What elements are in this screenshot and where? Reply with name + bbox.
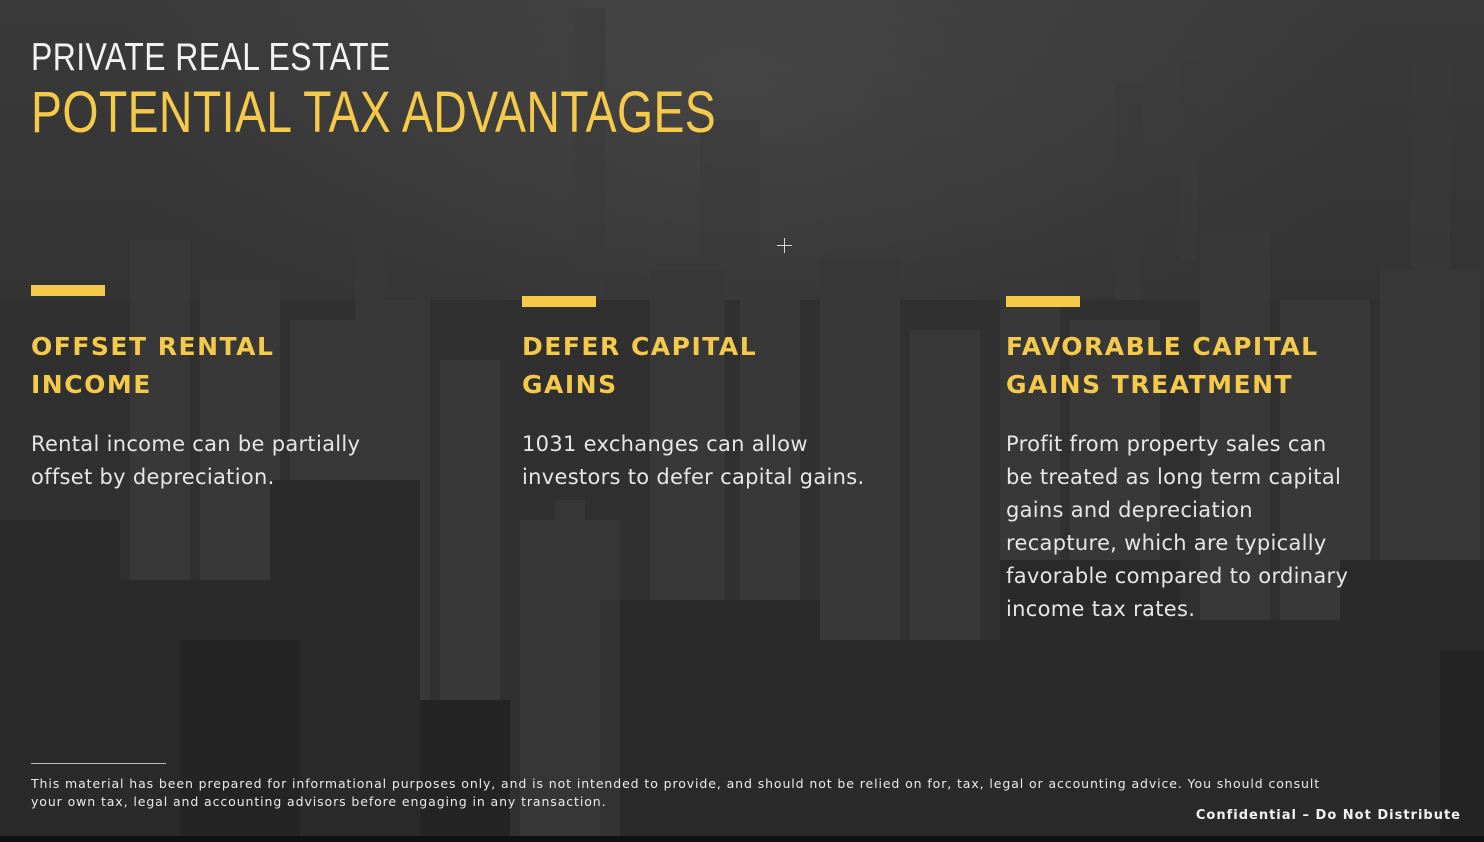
page-title: POTENTIAL TAX ADVANTAGES <box>31 80 717 145</box>
heading-offset-rental-income: OFFSET RENTAL INCOME <box>31 328 274 404</box>
disclaimer-line: This material has been prepared for info… <box>31 776 1320 791</box>
heading-line: DEFER CAPITAL <box>522 332 758 361</box>
heading-line: INCOME <box>31 370 152 399</box>
body-line: favorable compared to ordinary <box>1006 564 1349 588</box>
accent-bar-favorable-capital <box>1006 296 1080 307</box>
heading-favorable-capital-gains: FAVORABLE CAPITAL GAINS TREATMENT <box>1006 328 1319 404</box>
heading-line: GAINS TREATMENT <box>1006 370 1294 399</box>
eyebrow-title: PRIVATE REAL ESTATE <box>31 36 391 79</box>
body-line: income tax rates. <box>1006 597 1196 621</box>
bottom-edge-bar <box>0 836 1484 842</box>
heading-line: OFFSET RENTAL <box>31 332 275 361</box>
body-line: offset by depreciation. <box>31 465 275 489</box>
body-favorable-capital-gains: Profit from property sales can be treate… <box>1006 428 1348 626</box>
accent-bar-offset-rental <box>31 285 105 296</box>
heading-defer-capital-gains: DEFER CAPITAL GAINS <box>522 328 757 404</box>
heading-line: GAINS <box>522 370 618 399</box>
body-line: investors to defer capital gains. <box>522 465 865 489</box>
confidential-label: Confidential – Do Not Distribute <box>1195 808 1461 823</box>
disclaimer-footnote: This material has been prepared for info… <box>31 775 1461 811</box>
footnote-divider <box>31 763 166 764</box>
body-line: gains and depreciation <box>1006 498 1253 522</box>
heading-line: FAVORABLE CAPITAL <box>1006 332 1319 361</box>
body-line: Profit from property sales can <box>1006 432 1327 456</box>
body-line: 1031 exchanges can allow <box>522 432 808 456</box>
body-line: recapture, which are typically <box>1006 531 1327 555</box>
disclaimer-line: your own tax, legal and accounting advis… <box>31 794 607 809</box>
body-offset-rental-income: Rental income can be partially offset by… <box>31 428 360 494</box>
body-line: be treated as long term capital <box>1006 465 1342 489</box>
crosshair-cursor-icon <box>777 238 792 253</box>
accent-bar-defer-capital <box>522 296 596 307</box>
body-line: Rental income can be partially <box>31 432 361 456</box>
body-defer-capital-gains: 1031 exchanges can allow investors to de… <box>522 428 864 494</box>
